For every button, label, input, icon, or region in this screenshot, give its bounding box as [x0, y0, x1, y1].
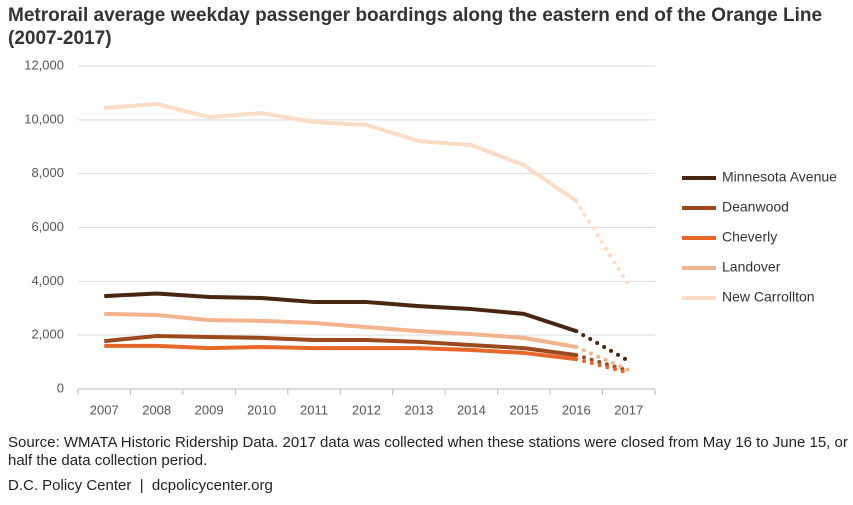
x-tick-label: 2015	[509, 402, 538, 417]
series-line-dotted	[574, 357, 631, 375]
chart-title: Metrorail average weekday passenger boar…	[8, 5, 823, 49]
series-line	[104, 333, 577, 358]
x-tick-label: 2007	[90, 402, 119, 417]
credit: D.C. Policy Center | dcpolicycenter.org	[8, 477, 273, 494]
x-tick-label: 2009	[195, 402, 224, 417]
y-tick-label: 10,000	[24, 111, 64, 126]
series-line	[104, 343, 577, 362]
legend-label: Cheverly	[722, 229, 777, 245]
chart: 0 2,000 4,000 6,000 8,000 10,000 12,000 2007 200…	[24, 57, 837, 417]
series-line-dotted	[574, 329, 631, 364]
x-tick-label: 2011	[300, 402, 328, 417]
legend-label: New Carrollton	[722, 289, 815, 305]
legend-label: Minnesota Avenue	[722, 169, 837, 185]
series-line-dotted	[574, 199, 631, 288]
x-tick-label: 2016	[562, 402, 591, 417]
series-line	[104, 101, 578, 203]
y-tick-label: 2,000	[31, 327, 64, 342]
source-note: Source: WMATA Historic Ridership Data. 2…	[8, 434, 848, 469]
legend-label: Landover	[722, 259, 781, 275]
x-tick-label: 2012	[352, 402, 381, 417]
y-tick-label: 0	[57, 380, 64, 395]
x-tick-label: 2013	[404, 402, 433, 417]
y-tick-label: 6,000	[31, 219, 64, 234]
x-tick-label: 2010	[247, 402, 276, 417]
x-tick-label: 2017	[614, 402, 643, 417]
series-line-dotted	[574, 345, 631, 373]
series-line	[104, 311, 577, 349]
y-tick-label: 12,000	[24, 57, 64, 72]
y-tick-label: 8,000	[31, 165, 64, 180]
series-line	[104, 291, 577, 334]
y-tick-label: 4,000	[31, 273, 64, 288]
x-tick-label: 2008	[142, 402, 171, 417]
x-tick-label: 2014	[457, 402, 486, 417]
series-line-dotted	[574, 353, 631, 373]
legend-label: Deanwood	[722, 199, 789, 215]
